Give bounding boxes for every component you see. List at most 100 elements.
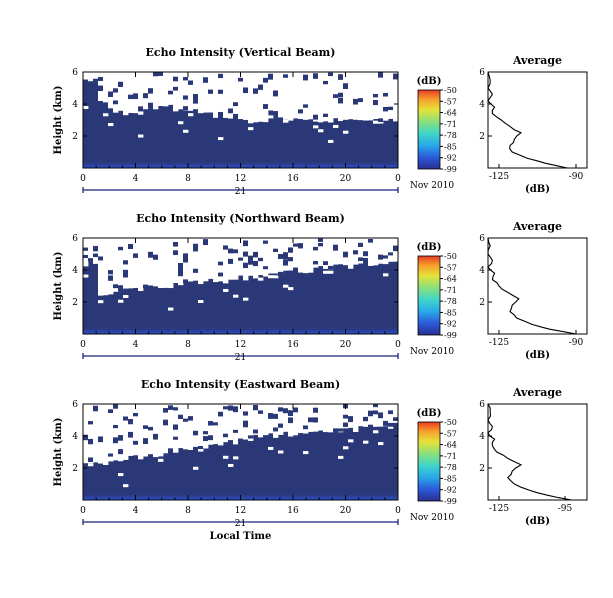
echo-speckle (148, 102, 154, 107)
echo-speckle (243, 87, 249, 94)
echo-speckle (128, 431, 134, 438)
echo-speckle (238, 438, 244, 445)
no-echo-cell (123, 72, 129, 116)
no-echo-speckle (138, 134, 144, 138)
no-echo-cell (348, 238, 354, 269)
no-echo-speckle (178, 121, 184, 125)
echo-speckle (218, 272, 224, 277)
no-echo-cell (338, 238, 344, 265)
colorbar (417, 255, 441, 336)
no-echo-speckle (318, 129, 324, 133)
echo-speckle (163, 419, 169, 426)
average-frame (487, 403, 588, 501)
no-echo-cell (223, 404, 229, 443)
echo-speckle (353, 250, 359, 255)
average-frame (487, 237, 588, 335)
echo-speckle (88, 81, 94, 85)
echo-speckle (183, 95, 189, 100)
echo-speckle (148, 454, 154, 460)
no-echo-cell (378, 72, 384, 124)
no-echo-speckle (303, 451, 309, 455)
x-tick-label: 4 (133, 506, 139, 516)
echo-speckle (93, 245, 99, 252)
average-title: Average (512, 220, 562, 233)
no-echo-cell (108, 72, 114, 109)
echo-speckle (288, 257, 294, 262)
no-echo-cell (393, 72, 399, 122)
panel-1: Echo Intensity (Vertical Beam) 6 4 2 Height … (53, 46, 588, 197)
no-echo-cell (193, 238, 199, 281)
echo-speckle (213, 422, 219, 426)
no-echo-cell (163, 72, 169, 107)
no-echo-cell (148, 238, 154, 286)
echo-speckle (388, 422, 394, 427)
no-echo-cell (153, 72, 159, 110)
echo-speckle (123, 416, 129, 421)
no-echo-speckle (103, 113, 109, 117)
no-echo-cell (383, 238, 389, 265)
echo-speckle (193, 268, 199, 273)
echo-speckle (113, 424, 119, 429)
no-echo-cell (168, 72, 174, 105)
no-echo-cell (88, 72, 94, 84)
echo-speckle (278, 254, 284, 259)
echo-speckle (283, 259, 289, 266)
no-echo-speckle (333, 124, 339, 128)
colorbar-tick-label: -64 (444, 441, 457, 450)
echo-speckle (128, 243, 134, 249)
echo-speckle (148, 105, 154, 109)
no-echo-cell (238, 404, 244, 441)
no-echo-speckle (268, 446, 274, 450)
heatmap-title: Echo Intensity (Northward Beam) (136, 212, 345, 225)
no-echo-speckle (223, 455, 229, 459)
echo-speckle (183, 256, 189, 263)
no-echo-cell (313, 72, 319, 122)
echo-speckle (133, 440, 139, 445)
no-echo-speckle (348, 439, 354, 443)
no-echo-cell (343, 238, 349, 266)
echo-speckle (223, 433, 229, 438)
echo-speckle (88, 258, 94, 262)
x-tick-label: 16 (287, 506, 299, 516)
echo-speckle (298, 243, 304, 249)
no-echo-speckle (183, 129, 189, 133)
echo-speckle (368, 410, 374, 417)
no-echo-cell (198, 72, 204, 114)
no-echo-cell (108, 404, 114, 462)
no-echo-cell (338, 404, 344, 433)
echo-speckle (93, 405, 99, 412)
echo-speckle (373, 99, 379, 106)
no-echo-cell (368, 72, 374, 121)
echo-speckle (388, 410, 394, 415)
colorbar-tick-label: -99 (444, 165, 457, 174)
no-echo-cell (88, 404, 94, 464)
echo-speckle (283, 408, 289, 414)
no-echo-cell (353, 72, 359, 120)
x-tick-label: 12 (235, 340, 246, 350)
echo-speckle (83, 247, 89, 251)
echo-speckle (268, 73, 274, 80)
echo-speckle (273, 248, 279, 253)
colorbar-tick-label: -92 (444, 486, 457, 495)
colorbar-tick-label: -57 (444, 429, 457, 438)
echo-speckle (313, 73, 319, 79)
no-echo-speckle (223, 288, 229, 292)
no-echo-cell (303, 72, 309, 121)
no-echo-speckle (243, 297, 249, 301)
no-echo-speckle (328, 139, 334, 143)
date-month-label: Nov 2010 (410, 513, 454, 523)
echo-speckle (228, 440, 234, 446)
no-echo-cell (138, 72, 144, 115)
no-echo-cell (233, 238, 239, 280)
no-echo-cell (233, 404, 239, 445)
echo-speckle (118, 246, 124, 251)
no-echo-cell (328, 72, 334, 123)
echo-speckle (203, 239, 209, 246)
echo-speckle (173, 76, 179, 82)
echo-speckle (383, 92, 389, 97)
echo-speckle (263, 77, 269, 83)
no-echo-cell (383, 404, 389, 427)
echo-speckle (153, 433, 159, 440)
echo-speckle (183, 106, 189, 111)
